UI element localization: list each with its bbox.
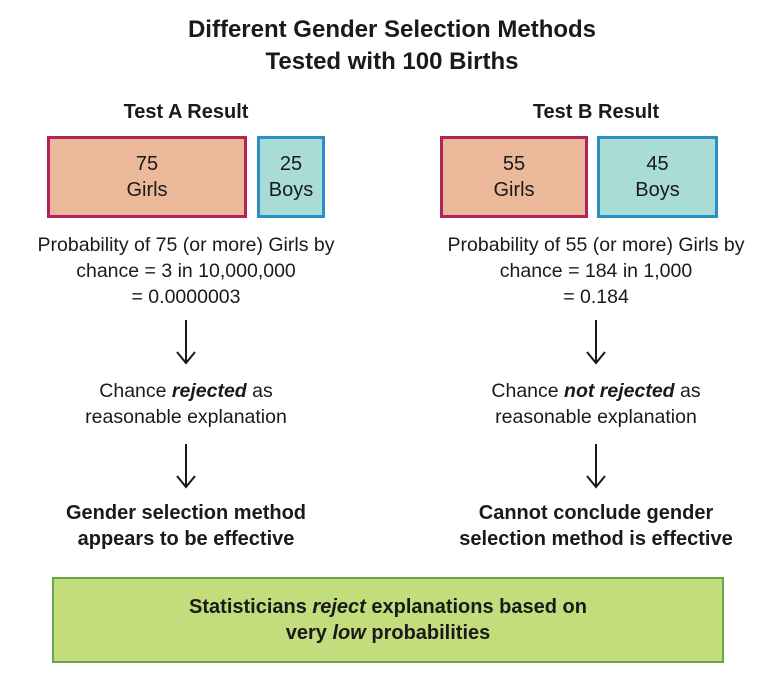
test-a-chance-line-2: reasonable explanation bbox=[85, 406, 287, 428]
test-a-conclusion-line-2: appears to be effective bbox=[77, 528, 295, 550]
test-b-probability-line-1: Probability of 55 (or more) Girls by bbox=[447, 234, 745, 256]
test-a-conclusion: Gender selection method appears to be ef… bbox=[0, 500, 372, 552]
test-a-title: Test A Result bbox=[123, 101, 249, 123]
test-a-chance: Chance rejected as reasonable explanatio… bbox=[0, 378, 372, 430]
test-b-title: Test B Result bbox=[532, 101, 660, 123]
summary-banner: Statisticians reject explanations based … bbox=[52, 577, 724, 663]
test-a-probability-line-3: = 0.0000003 bbox=[131, 286, 241, 308]
summary-banner-line-2: very low probabilities bbox=[285, 622, 491, 644]
title-line-1: Different Gender Selection Methods bbox=[187, 16, 597, 43]
test-b-chance-line-1: Chance not rejected as bbox=[491, 380, 701, 402]
banner-emphasis-reject: reject bbox=[312, 596, 366, 618]
down-arrow-icon bbox=[176, 444, 196, 489]
test-b-conclusion-line-1: Cannot conclude gender bbox=[478, 502, 714, 524]
test-b-girls-label: Girls bbox=[493, 179, 535, 201]
test-a-conclusion-line-1: Gender selection method bbox=[65, 502, 307, 524]
test-a-girls-label: Girls bbox=[126, 179, 168, 201]
test-b-conclusion: Cannot conclude gender selection method … bbox=[410, 500, 782, 552]
title-line-2: Tested with 100 Births bbox=[265, 48, 519, 75]
banner-emphasis-low: low bbox=[332, 622, 366, 644]
test-b-girls-count: 55 bbox=[502, 153, 526, 175]
test-b-chance: Chance not rejected as reasonable explan… bbox=[410, 378, 782, 430]
test-a-probability-line-1: Probability of 75 (or more) Girls by bbox=[37, 234, 335, 256]
test-a-chance-line-1: Chance rejected as bbox=[99, 380, 273, 402]
down-arrow-icon bbox=[586, 444, 606, 489]
diagram-title: Different Gender Selection Methods Teste… bbox=[0, 14, 784, 78]
test-a-chance-emphasis: rejected bbox=[171, 380, 247, 402]
test-b-boys-label: Boys bbox=[635, 179, 680, 201]
down-arrow-icon bbox=[176, 320, 196, 365]
test-b-conclusion-line-2: selection method is effective bbox=[459, 528, 733, 550]
test-b-chance-line-2: reasonable explanation bbox=[495, 406, 697, 428]
test-a-boys-count: 25 bbox=[279, 153, 303, 175]
test-a-girls-count: 75 bbox=[135, 153, 159, 175]
test-a-boys-label: Boys bbox=[268, 179, 314, 201]
test-a-boys-box: 25 Boys bbox=[257, 136, 325, 218]
test-b-boys-box: 45 Boys bbox=[597, 136, 718, 218]
test-a-girls-box: 75 Girls bbox=[47, 136, 247, 218]
test-b-probability-line-2: chance = 184 in 1,000 bbox=[499, 260, 693, 282]
test-a-probability-line-2: chance = 3 in 10,000,000 bbox=[76, 260, 296, 282]
test-b-chance-emphasis: not rejected bbox=[564, 380, 675, 402]
test-b-probability-line-3: = 0.184 bbox=[563, 286, 629, 308]
test-a-probability: Probability of 75 (or more) Girls by cha… bbox=[0, 232, 372, 310]
summary-banner-line-1: Statisticians reject explanations based … bbox=[189, 596, 587, 618]
down-arrow-icon bbox=[586, 320, 606, 365]
test-b-girls-box: 55 Girls bbox=[440, 136, 588, 218]
test-b-boys-count: 45 bbox=[646, 153, 669, 175]
test-b-probability: Probability of 55 (or more) Girls by cha… bbox=[410, 232, 782, 310]
